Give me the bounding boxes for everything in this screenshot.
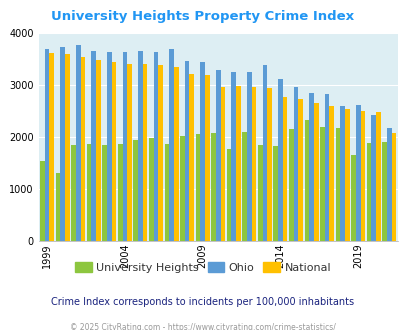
Bar: [149, 138, 153, 241]
Bar: [298, 99, 302, 241]
Bar: [107, 52, 111, 241]
Bar: [282, 97, 287, 241]
Bar: [80, 57, 85, 241]
Bar: [153, 52, 158, 241]
Bar: [382, 142, 386, 241]
Bar: [335, 128, 339, 241]
Bar: [143, 64, 147, 241]
Bar: [133, 140, 138, 241]
Bar: [215, 70, 220, 241]
Bar: [257, 145, 262, 241]
Bar: [60, 47, 65, 241]
Legend: University Heights, Ohio, National: University Heights, Ohio, National: [70, 258, 335, 277]
Bar: [40, 161, 45, 241]
Bar: [184, 60, 189, 241]
Bar: [220, 86, 225, 241]
Bar: [158, 65, 162, 241]
Bar: [96, 59, 100, 241]
Bar: [55, 173, 60, 241]
Bar: [127, 64, 132, 241]
Bar: [49, 53, 54, 241]
Bar: [293, 87, 298, 241]
Text: University Heights Property Crime Index: University Heights Property Crime Index: [51, 10, 354, 23]
Bar: [344, 109, 349, 241]
Bar: [117, 144, 122, 241]
Bar: [350, 155, 355, 241]
Bar: [231, 72, 236, 241]
Bar: [391, 133, 395, 241]
Bar: [111, 62, 116, 241]
Bar: [246, 72, 251, 241]
Bar: [242, 132, 246, 241]
Text: © 2025 CityRating.com - https://www.cityrating.com/crime-statistics/: © 2025 CityRating.com - https://www.city…: [70, 323, 335, 330]
Bar: [339, 106, 344, 241]
Bar: [277, 79, 282, 241]
Bar: [236, 86, 240, 241]
Bar: [273, 146, 277, 241]
Bar: [195, 134, 200, 241]
Bar: [180, 136, 184, 241]
Bar: [200, 62, 205, 241]
Bar: [266, 88, 271, 241]
Bar: [122, 52, 127, 241]
Bar: [251, 87, 256, 241]
Bar: [313, 103, 318, 241]
Bar: [102, 145, 107, 241]
Bar: [164, 144, 169, 241]
Bar: [205, 75, 209, 241]
Bar: [371, 115, 375, 241]
Bar: [386, 128, 391, 241]
Bar: [309, 93, 313, 241]
Bar: [189, 74, 194, 241]
Bar: [91, 51, 96, 241]
Bar: [87, 144, 91, 241]
Bar: [324, 94, 328, 241]
Bar: [355, 105, 360, 241]
Bar: [328, 106, 333, 241]
Bar: [319, 127, 324, 241]
Bar: [173, 67, 178, 241]
Bar: [76, 46, 80, 241]
Bar: [226, 149, 231, 241]
Bar: [211, 133, 215, 241]
Bar: [288, 129, 293, 241]
Bar: [375, 112, 380, 241]
Bar: [45, 49, 49, 241]
Bar: [169, 49, 173, 241]
Bar: [138, 51, 143, 241]
Bar: [262, 65, 266, 241]
Bar: [71, 145, 76, 241]
Text: Crime Index corresponds to incidents per 100,000 inhabitants: Crime Index corresponds to incidents per…: [51, 297, 354, 307]
Bar: [360, 111, 364, 241]
Bar: [304, 120, 309, 241]
Bar: [65, 54, 70, 241]
Bar: [366, 143, 371, 241]
